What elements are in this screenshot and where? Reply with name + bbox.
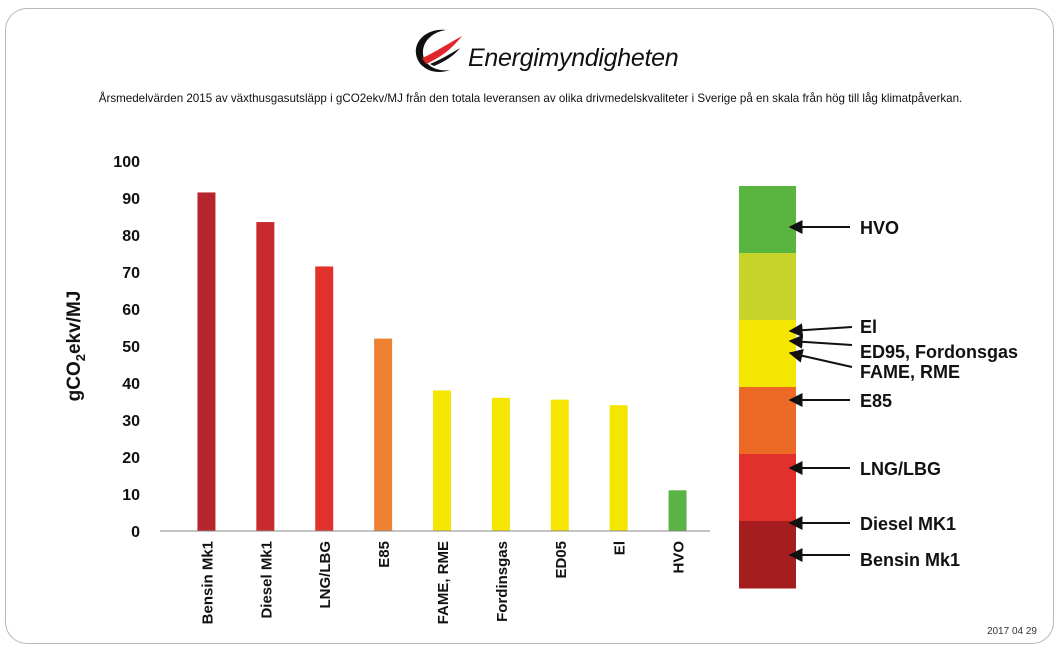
bar: [433, 390, 451, 531]
y-tick-label: 100: [113, 154, 140, 171]
x-tick-label: E85: [376, 541, 393, 568]
x-tick-label: Bensin Mk1: [199, 541, 216, 624]
logo-text: Energimyndigheten: [468, 44, 679, 72]
x-tick-label: Fordinsgas: [494, 541, 511, 622]
scale-segment: [739, 320, 796, 388]
x-tick-label: El: [612, 541, 629, 555]
scale-label: ED95, Fordonsgas: [860, 342, 1018, 362]
climate-scale: [739, 186, 796, 589]
chart-frame: [5, 8, 1054, 644]
scale-label: Diesel MK1: [860, 514, 956, 534]
y-tick-label: 90: [122, 191, 140, 208]
scale-segment: [739, 387, 796, 455]
x-tick-label: HVO: [671, 541, 688, 574]
energimyndigheten-logo: Energimyndigheten: [410, 24, 690, 80]
y-tick-label: 10: [122, 487, 140, 504]
scale-label: FAME, RME: [860, 362, 960, 382]
x-axis-labels: Bensin Mk1 Diesel Mk1 LNG/LBG E85 FAME, RME F…: [199, 541, 687, 625]
scale-label: HVO: [860, 218, 899, 238]
scale-segment: [739, 454, 796, 522]
bar: [374, 338, 393, 531]
x-tick-label: ED05: [553, 541, 570, 579]
y-tick-label: 60: [122, 302, 140, 319]
bar: [315, 266, 334, 531]
scale-segment: [739, 253, 796, 321]
x-tick-label: FAME, RME: [435, 541, 452, 624]
bar: [491, 397, 510, 531]
logo-swoosh-icon: [415, 29, 462, 73]
bar: [197, 192, 216, 531]
scale-label: El: [860, 317, 877, 337]
scale-label: E85: [860, 391, 892, 411]
chart-subtitle: Årsmedelvärden 2015 av växthusgasutsläpp…: [98, 92, 963, 105]
y-tick-label: 80: [122, 228, 140, 245]
y-axis-title: gCO2ekv/MJ: [64, 291, 88, 402]
x-tick-label: LNG/LBG: [317, 541, 334, 609]
scale-segment: [739, 186, 796, 254]
y-tick-label: 50: [122, 339, 140, 356]
scale-arrow: [788, 348, 853, 368]
scale-arrow: [788, 323, 853, 338]
y-tick-label: 20: [122, 450, 140, 467]
y-axis-label: gCO2ekv/MJ: [64, 291, 88, 402]
scale-label: Bensin Mk1: [860, 550, 960, 570]
footer-date: 2017 04 29: [986, 626, 1037, 637]
y-tick-label: 70: [122, 265, 140, 282]
bars: [197, 192, 687, 532]
bar: [256, 222, 275, 532]
y-tick-label: 40: [122, 376, 140, 393]
bar: [668, 490, 687, 531]
scale-label: LNG/LBG: [860, 459, 941, 479]
bar: [550, 399, 569, 531]
y-tick-label: 0: [131, 524, 140, 541]
x-tick-label: Diesel Mk1: [258, 541, 275, 619]
scale-segment: [739, 521, 796, 589]
y-axis: 0 10 20 30 40 50 60 70 80 90 100: [113, 154, 140, 541]
y-tick-label: 30: [122, 413, 140, 430]
bar: [609, 405, 628, 531]
scale-arrow: [788, 334, 853, 349]
